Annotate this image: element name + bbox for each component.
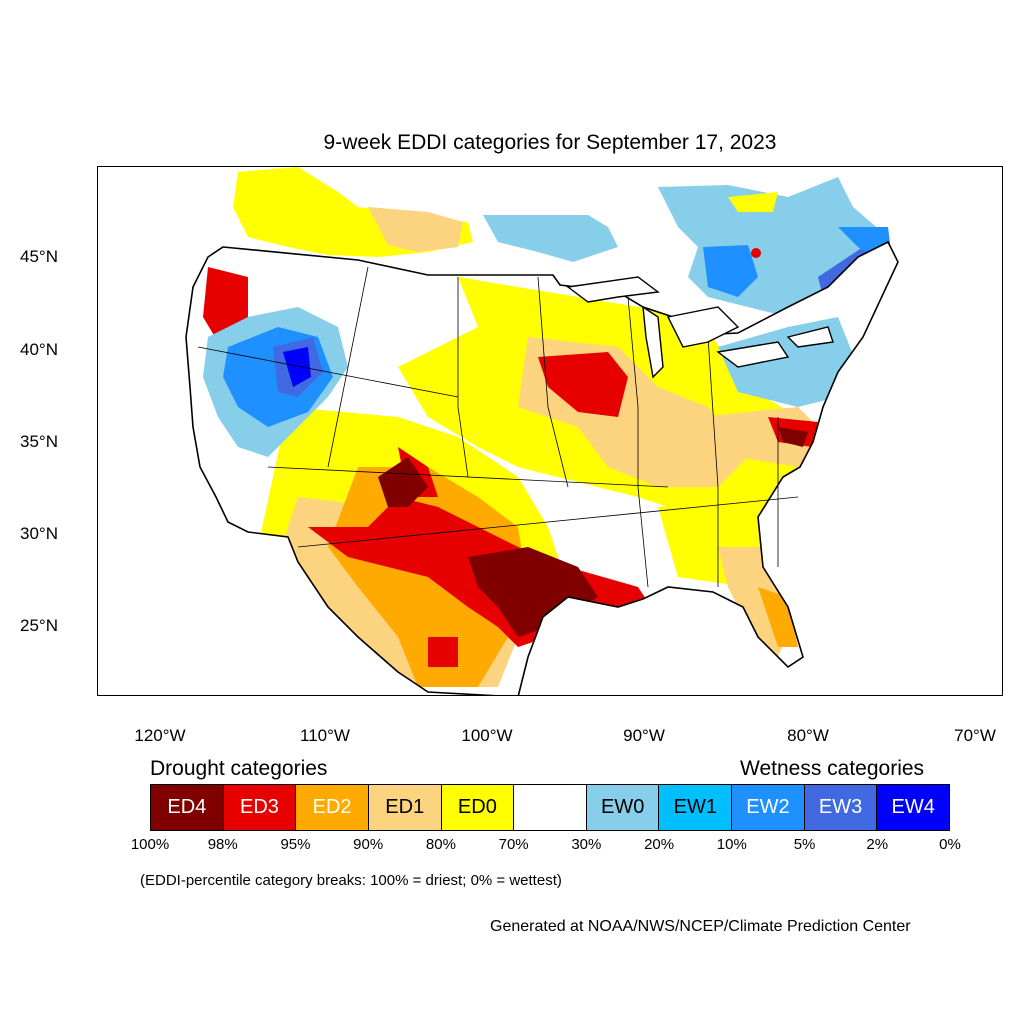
percentile-label: 30%	[571, 836, 602, 853]
legend-cell-ed3: ED3	[223, 785, 297, 830]
map-title: 9-week EDDI categories for September 17,…	[323, 131, 777, 154]
percentile-label: 98%	[207, 836, 238, 853]
percentile-label: 80%	[425, 836, 456, 853]
lon-label-100w: 100°W	[461, 726, 513, 745]
lon-label-70w: 70°W	[954, 726, 996, 745]
eddi-map-canvas	[185, 167, 899, 695]
percentile-label: 90%	[353, 836, 384, 853]
lon-label-80w: 80°W	[787, 726, 829, 745]
legend-cell-ew4: EW4	[877, 785, 950, 830]
legend-color-bar: ED4 ED3 ED2 ED1 ED0 EW0 EW1 EW2 EW3 EW4	[150, 784, 950, 831]
lat-label-40: 40°N	[20, 340, 58, 359]
legend-cell-ew3: EW3	[804, 785, 878, 830]
legend-cell-ed2: ED2	[296, 785, 369, 830]
percentile-label: 95%	[280, 836, 311, 853]
legend-cell-normal	[514, 785, 587, 830]
lat-label-30: 30°N	[20, 524, 58, 543]
lon-label-120w: 120°W	[134, 726, 186, 745]
percentile-label: 100%	[130, 836, 170, 853]
legend-cell-ed0: ED0	[441, 785, 515, 830]
lat-label-45: 45°N	[20, 247, 58, 266]
lat-label-35: 35°N	[20, 432, 58, 451]
lon-label-110w: 110°W	[300, 726, 350, 745]
legend-cell-ew2: EW2	[732, 785, 805, 830]
lon-label-90w: 90°W	[623, 726, 665, 745]
percentile-label: 10%	[716, 836, 747, 853]
drought-heading: Drought categories	[150, 757, 328, 780]
legend-cell-ed4: ED4	[151, 785, 224, 830]
percentile-label: 20%	[644, 836, 675, 853]
percentile-label: 70%	[498, 836, 529, 853]
legend-note: (EDDI-percentile category breaks: 100% =…	[140, 872, 562, 889]
credit-line: Generated at NOAA/NWS/NCEP/Climate Predi…	[490, 918, 911, 935]
legend-cell-ew0: EW0	[586, 785, 660, 830]
percentile-label: 5%	[793, 836, 816, 853]
canada-overlay	[233, 167, 893, 317]
legend-cell-ed1: ED1	[368, 785, 442, 830]
legend-cell-ew1: EW1	[659, 785, 733, 830]
great-lakes	[566, 276, 834, 379]
percentile-label: 0%	[939, 836, 961, 853]
percentile-label: 2%	[866, 836, 889, 853]
lat-label-25: 25°N	[20, 616, 58, 635]
wetness-heading: Wetness categories	[740, 757, 925, 780]
eddi-map	[97, 166, 1003, 696]
